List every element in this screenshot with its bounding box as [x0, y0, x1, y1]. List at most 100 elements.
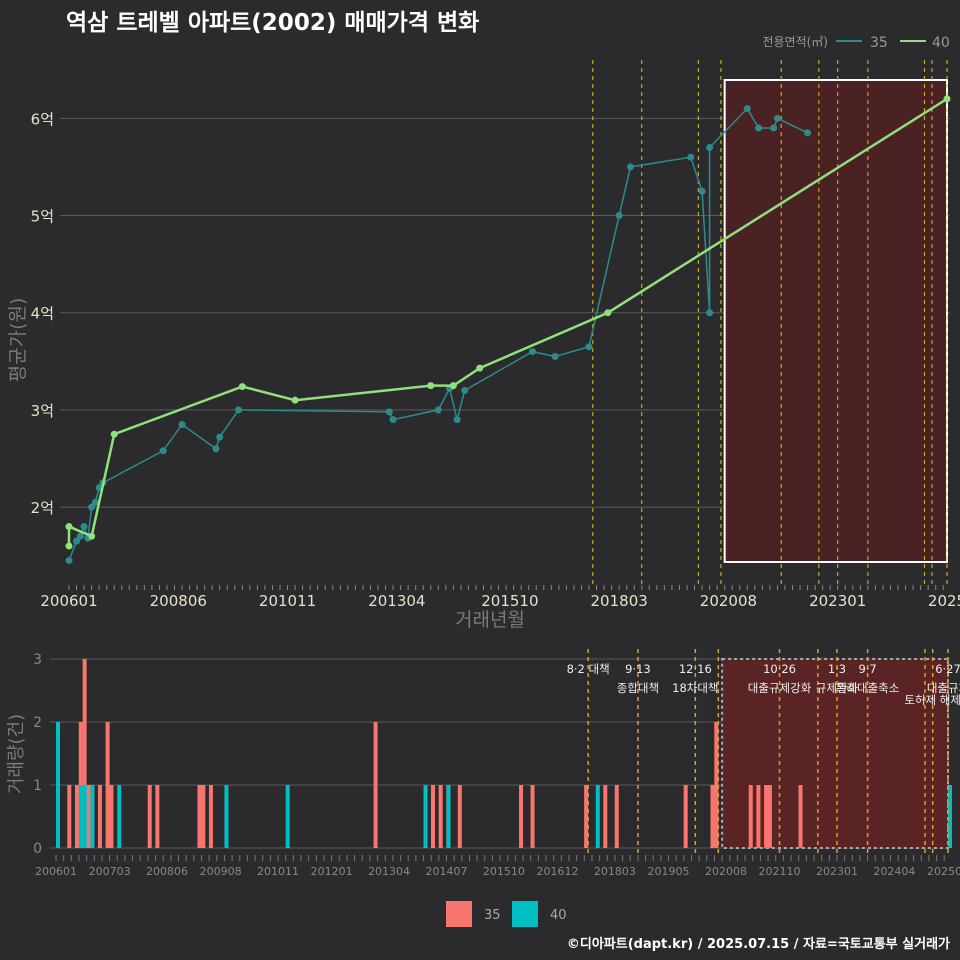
price-policy-lines [592, 60, 948, 588]
volume-y-tick-label: 1 [33, 778, 42, 794]
policy-annotation-date: 8·2 대책 [567, 662, 610, 676]
price-x-tick-label: 201304 [368, 592, 425, 610]
legend-box-label-35: 35 [484, 908, 501, 923]
volume-x-minor-ticks [55, 855, 945, 861]
legend-box-35 [446, 901, 472, 927]
volume-y-ticks: 0 1 2 3 [33, 652, 42, 857]
volume-bar-35 [756, 785, 761, 848]
volume-bars [56, 659, 952, 848]
price-x-axis-label: 거래년월 [455, 609, 525, 631]
volume-bar-35 [109, 785, 114, 848]
volume-x-tick-label: 202301 [816, 865, 858, 878]
price-y-tick-label: 4억 [31, 305, 54, 323]
policy-annotation-date: 9·13 [625, 662, 651, 676]
volume-bar-35 [438, 785, 443, 848]
volume-bar-35 [373, 722, 378, 848]
volume-bar-35 [748, 785, 753, 848]
volume-bar-35 [97, 785, 102, 848]
volume-bar-35 [764, 785, 769, 848]
volume-bar-35 [155, 785, 160, 848]
price-x-minor-ticks [68, 585, 944, 590]
volume-bar-40 [224, 785, 229, 848]
legend-title: 전용면적(㎡) [762, 35, 828, 49]
volume-x-tick-label: 200703 [89, 865, 131, 878]
volume-bar-40 [90, 785, 95, 848]
policy-annotation-label: 종합대책 [617, 681, 659, 695]
legend-label-35: 35 [870, 35, 888, 51]
price-x-tick-label: 201011 [259, 592, 316, 610]
volume-bar-35 [197, 785, 202, 848]
volume-x-tick-label: 202404 [873, 865, 915, 878]
volume-x-tick-label: 202506 [927, 865, 960, 878]
chart-title: 역삼 트레벨 아파트(2002) 매매가격 변화 [66, 10, 479, 36]
volume-bar-35 [603, 785, 608, 848]
volume-bar-40 [82, 785, 87, 848]
price-highlight-region [723, 79, 949, 563]
price-panel: 2억 3억 4억 5억 6억 200601 200806 201011 201304 20151… [31, 60, 960, 610]
volume-x-tick-label: 202008 [705, 865, 747, 878]
volume-x-tick-label: 201612 [537, 865, 579, 878]
price-lines [67, 97, 948, 561]
volume-x-tick-label: 201803 [594, 865, 636, 878]
price-line-40 [67, 97, 948, 546]
legend-label-40: 40 [932, 35, 950, 51]
volume-bar-35 [614, 785, 619, 848]
policy-annotation-date: 9·7 [858, 662, 876, 676]
volume-bar-40 [285, 785, 290, 848]
policy-annotation-date: 6·27 [935, 662, 960, 676]
price-legend: 전용면적(㎡) 35 40 [762, 35, 949, 51]
volume-bar-40 [595, 785, 600, 848]
volume-bar-35 [201, 785, 206, 848]
volume-bar-40 [56, 722, 60, 848]
volume-y-tick-label: 0 [33, 841, 42, 857]
volume-bar-35 [530, 785, 535, 848]
source-credit: ©디아파트(dapt.kr) / 2025.07.15 / 자료=국토교통부 실… [567, 936, 950, 952]
policy-annotation-date: 10·26 [763, 662, 796, 676]
volume-bar-35 [714, 722, 719, 848]
policy-annotation-date: 12·16 [679, 662, 712, 676]
volume-legend: 35 40 [446, 901, 567, 927]
volume-x-tick-label: 201407 [425, 865, 467, 878]
volume-y-tick-label: 2 [33, 715, 42, 731]
volume-bar-35 [710, 785, 715, 848]
policy-annotation-label: 토허제 해제 [904, 693, 960, 707]
price-x-ticks: 200601 200806 201011 201304 201510 201803 2020… [40, 592, 960, 610]
price-x-tick-label: 200806 [150, 592, 207, 610]
volume-bar-35 [798, 785, 803, 848]
volume-x-tick-label: 201905 [648, 865, 690, 878]
volume-bar-35 [519, 785, 524, 848]
volume-x-tick-label: 200601 [35, 865, 77, 878]
volume-x-tick-label: 201304 [368, 865, 410, 878]
price-x-tick-label: 201510 [481, 592, 538, 610]
price-x-tick-label: 202008 [700, 592, 757, 610]
policy-annotation-label: 대출규제 [927, 681, 960, 695]
volume-panel: 8·2 대책 9·13 종합대책 12·16 18차대책 10·26 대출규제강화 1·3 규제… [33, 649, 960, 878]
volume-bar-35 [147, 785, 152, 848]
volume-y-tick-label: 3 [33, 652, 42, 668]
volume-bar-35 [86, 785, 91, 848]
volume-bar-40 [948, 785, 952, 848]
policy-annotation-label: 대출규제강화 [748, 681, 812, 695]
legend-box-40 [512, 901, 538, 927]
price-x-tick-label: 2025 [928, 592, 960, 610]
policy-annotation-label: 특례대출축소 [836, 681, 899, 695]
volume-bar-35 [67, 785, 72, 848]
price-y-tick-label: 3억 [31, 402, 54, 420]
price-y-tick-label: 6억 [31, 110, 54, 128]
volume-x-tick-label: 202110 [759, 865, 801, 878]
price-x-tick-label: 201803 [591, 592, 648, 610]
volume-bar-40 [117, 785, 122, 848]
volume-bar-35 [767, 785, 772, 848]
volume-x-tick-label: 201510 [483, 865, 525, 878]
volume-policy-annotations: 8·2 대책 9·13 종합대책 12·16 18차대책 10·26 대출규제강화 1·3 규제… [567, 662, 960, 707]
price-line-35 [68, 107, 808, 561]
volume-policy-lines [587, 649, 949, 856]
volume-x-tick-label: 201011 [257, 865, 299, 878]
volume-bar-35 [208, 785, 213, 848]
volume-x-tick-label: 200806 [146, 865, 188, 878]
volume-bar-35 [584, 785, 589, 848]
volume-bar-35 [457, 785, 462, 848]
volume-x-tick-label: 200908 [200, 865, 242, 878]
policy-annotation-label: 18차대책 [672, 681, 718, 695]
